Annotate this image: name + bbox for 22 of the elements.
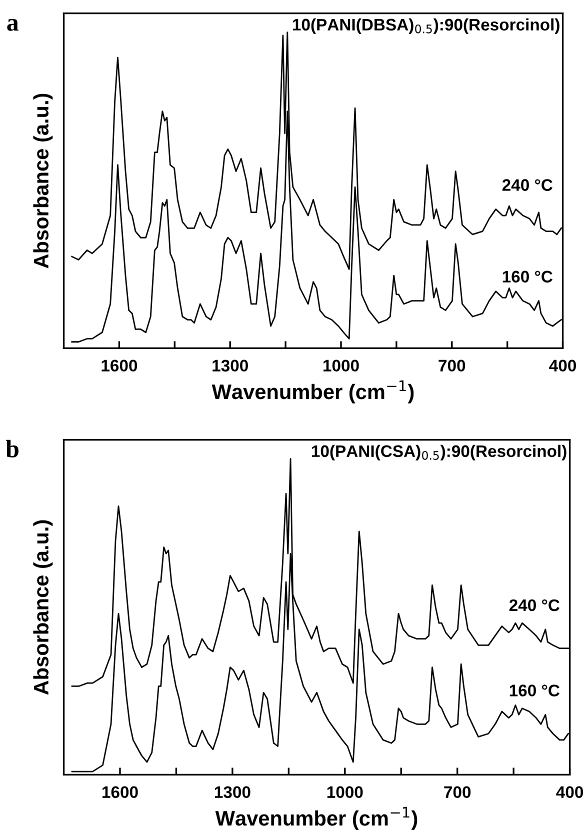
x-tick-label: 700 xyxy=(444,786,471,798)
text: b xyxy=(6,440,18,458)
series-label: 160 °C xyxy=(510,684,560,696)
y-axis-title: Absorbance (a.u.) xyxy=(33,520,53,695)
text: a xyxy=(7,18,18,31)
x-tick-label: 1600 xyxy=(102,786,138,798)
chart-title: 10(PANI(CSA)$_{0.5}$):90(Resorcinol) xyxy=(312,444,566,460)
x-tick-label: 1600 xyxy=(102,360,138,372)
x-tick-label: 700 xyxy=(438,360,466,372)
y-axis-title: Absorbance (a.u.) xyxy=(33,94,53,268)
series-label: 240 °C xyxy=(509,599,560,612)
x-tick-label: 1300 xyxy=(214,786,250,798)
x-tick-label: 400 xyxy=(549,360,576,372)
x-tick-label: 1300 xyxy=(212,360,248,372)
x-tick-label: 1000 xyxy=(327,786,363,798)
series-label: 240 °C xyxy=(502,179,553,191)
x-axis-title: Wavenumber (cm$^{−1}$) xyxy=(215,806,418,830)
x-tick-label: 400 xyxy=(556,786,584,798)
chart-title: 10(PANI(DBSA)$_{0.5}$):90(Resorcinol) xyxy=(292,18,560,34)
x-tick-label: 1000 xyxy=(324,360,359,372)
series-label: 160 °C xyxy=(502,270,553,283)
x-axis-title: Wavenumber (cm$^{−1}$) xyxy=(212,380,414,404)
